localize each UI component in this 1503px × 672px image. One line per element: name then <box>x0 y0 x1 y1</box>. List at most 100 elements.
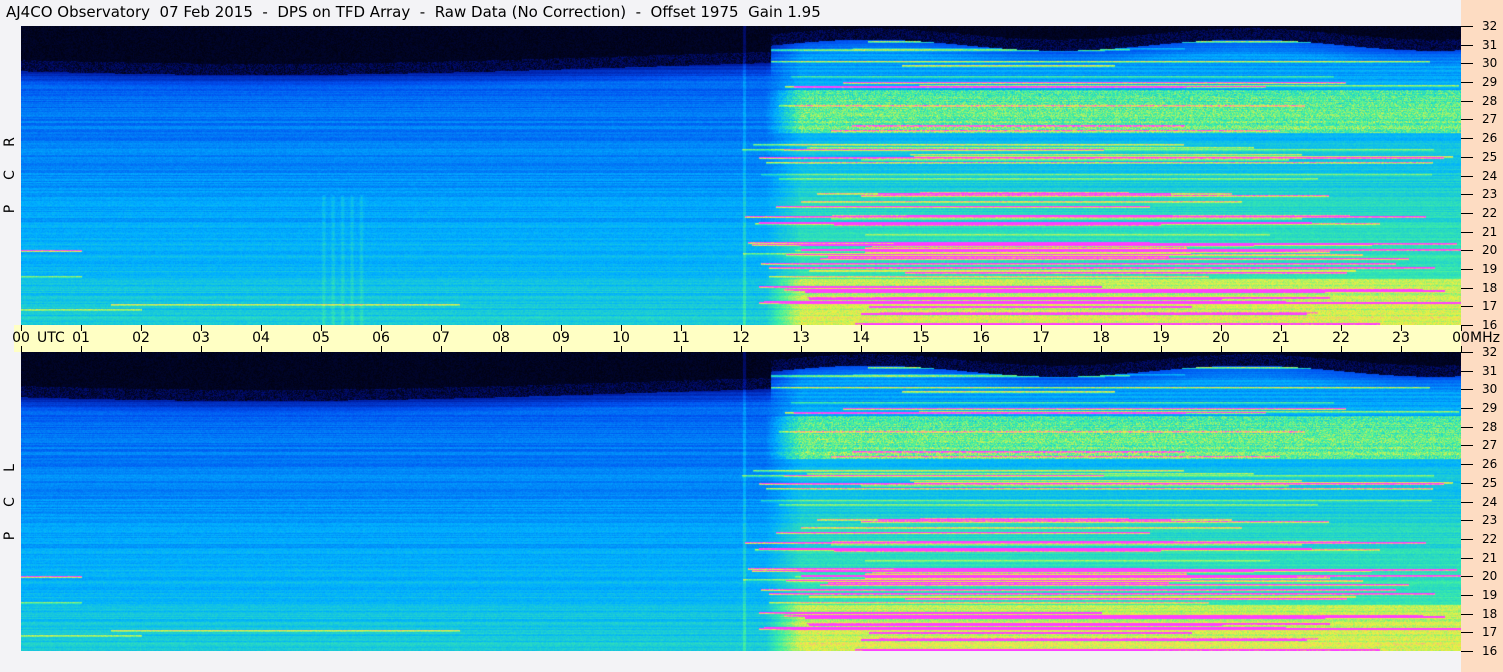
y-tick-label: 29 <box>1482 401 1498 416</box>
y-tick-label: 28 <box>1482 419 1498 434</box>
frequency-axis <box>1461 0 1503 672</box>
x-tick-label: 19 <box>1152 330 1170 346</box>
y-tick-label: 24 <box>1482 168 1498 183</box>
x-tick-mark <box>501 325 502 331</box>
y-tick-label: 25 <box>1482 475 1498 490</box>
x-tick-mark <box>561 325 562 331</box>
y-tick-mark <box>1461 595 1473 596</box>
y-tick-label: 29 <box>1482 75 1498 90</box>
x-tick-mark <box>621 346 622 352</box>
x-tick-mark <box>561 346 562 352</box>
x-tick-mark <box>1341 325 1342 331</box>
y-tick-mark <box>1461 520 1473 521</box>
rcp-spectrogram <box>21 26 1461 325</box>
x-tick-label: 22 <box>1332 330 1350 346</box>
y-tick-label: 21 <box>1482 550 1498 565</box>
x-tick-mark <box>1101 346 1102 352</box>
x-tick-mark <box>621 325 622 331</box>
y-tick-label: 30 <box>1482 56 1498 71</box>
x-tick-mark <box>921 346 922 352</box>
y-tick-label: 21 <box>1482 224 1498 239</box>
x-tick-mark <box>321 346 322 352</box>
x-tick-label: 00 <box>1452 330 1470 346</box>
x-tick-mark <box>861 346 862 352</box>
y-tick-mark <box>1461 483 1473 484</box>
y-tick-mark <box>1461 101 1473 102</box>
x-tick-mark <box>21 346 22 352</box>
polarization-label: P <box>2 204 18 214</box>
polarization-label: C <box>2 497 18 507</box>
x-tick-label: 16 <box>972 330 990 346</box>
x-tick-label: 12 <box>732 330 750 346</box>
x-tick-mark <box>1161 325 1162 331</box>
x-tick-label: 09 <box>552 330 570 346</box>
y-tick-mark <box>1461 63 1473 64</box>
x-tick-mark <box>141 346 142 352</box>
x-tick-label: 18 <box>1092 330 1110 346</box>
y-tick-mark <box>1461 213 1473 214</box>
x-tick-mark <box>261 346 262 352</box>
x-tick-label: 23 <box>1392 330 1410 346</box>
y-tick-mark <box>1461 389 1473 390</box>
x-tick-mark <box>801 325 802 331</box>
y-tick-label: 20 <box>1482 243 1498 258</box>
y-tick-mark <box>1461 352 1473 353</box>
x-tick-mark <box>1161 346 1162 352</box>
x-tick-label: 21 <box>1272 330 1290 346</box>
x-tick-label: 17 <box>1032 330 1050 346</box>
y-tick-label: 32 <box>1482 345 1498 359</box>
y-tick-label: 18 <box>1482 280 1498 295</box>
time-axis <box>14 325 1470 352</box>
y-tick-label: 27 <box>1482 438 1498 453</box>
y-tick-label: 31 <box>1482 37 1498 52</box>
y-tick-mark <box>1461 558 1473 559</box>
x-tick-label: 05 <box>312 330 330 346</box>
y-tick-label: 17 <box>1482 299 1498 314</box>
x-tick-mark <box>1281 346 1282 352</box>
x-tick-mark <box>141 325 142 331</box>
x-tick-label: 06 <box>372 330 390 346</box>
x-tick-mark <box>861 325 862 331</box>
y-tick-label: 22 <box>1482 205 1498 220</box>
y-tick-label: 31 <box>1482 363 1498 378</box>
y-tick-mark <box>1461 45 1473 46</box>
x-tick-mark <box>1461 346 1462 352</box>
x-tick-mark <box>1221 325 1222 331</box>
x-tick-mark <box>1341 346 1342 352</box>
x-tick-mark <box>681 346 682 352</box>
y-tick-mark <box>1461 138 1473 139</box>
y-tick-label: 26 <box>1482 131 1498 146</box>
x-tick-mark <box>1401 325 1402 331</box>
y-tick-mark <box>1461 250 1473 251</box>
x-tick-label: 20 <box>1212 330 1230 346</box>
y-tick-label: 17 <box>1482 625 1498 640</box>
x-tick-mark <box>1281 325 1282 331</box>
chart-title: AJ4CO Observatory 07 Feb 2015 - DPS on T… <box>6 3 821 21</box>
y-unit-label: MHz <box>1470 330 1500 346</box>
y-tick-mark <box>1461 539 1473 540</box>
x-tick-mark <box>441 325 442 331</box>
polarization-label: L <box>2 464 18 472</box>
y-tick-mark <box>1461 502 1473 503</box>
x-tick-mark <box>981 325 982 331</box>
x-tick-mark <box>201 346 202 352</box>
x-tick-mark <box>1401 346 1402 352</box>
y-tick-label: 19 <box>1482 587 1498 602</box>
x-tick-mark <box>1101 325 1102 331</box>
x-tick-mark <box>201 325 202 331</box>
polarization-label: P <box>2 531 18 541</box>
rcp-heatmap <box>21 26 1461 325</box>
lcp-spectrogram <box>21 352 1461 651</box>
y-tick-mark <box>1461 651 1473 652</box>
x-unit-label: UTC <box>37 330 65 346</box>
y-tick-mark <box>1461 464 1473 465</box>
x-tick-mark <box>321 325 322 331</box>
x-tick-mark <box>381 325 382 331</box>
y-tick-mark <box>1461 288 1473 289</box>
y-tick-label: 30 <box>1482 382 1498 397</box>
y-tick-label: 18 <box>1482 606 1498 621</box>
y-tick-label: 27 <box>1482 112 1498 127</box>
y-tick-mark <box>1461 82 1473 83</box>
x-tick-label: 14 <box>852 330 870 346</box>
y-tick-mark <box>1461 269 1473 270</box>
